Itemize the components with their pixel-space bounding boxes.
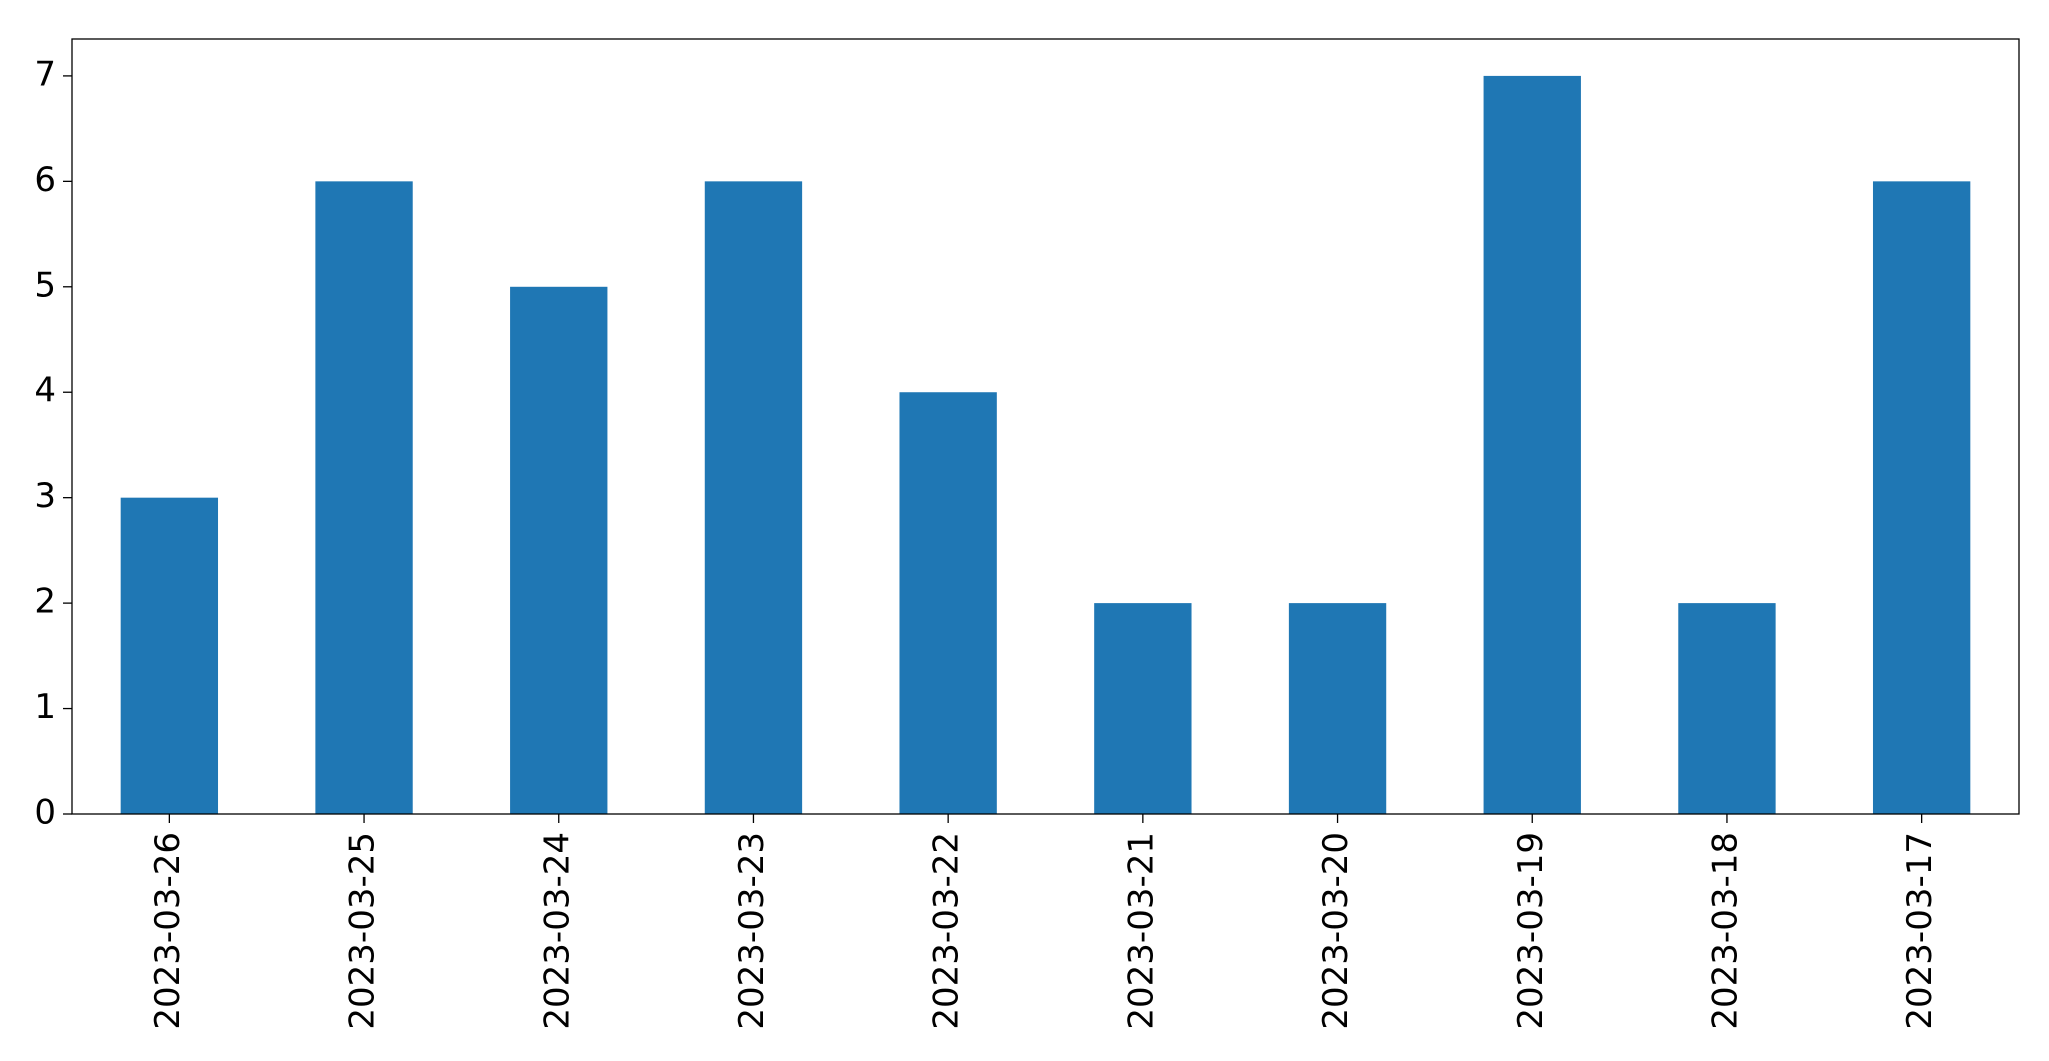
x-tick-label: 2023-03-25 — [343, 832, 383, 1030]
y-tick-label: 4 — [34, 371, 56, 411]
x-tick-label: 2023-03-18 — [1705, 832, 1745, 1030]
plot-frame — [71, 38, 2020, 815]
x-tick-label: 2023-03-20 — [1316, 832, 1356, 1030]
y-tick-label: 7 — [34, 54, 56, 94]
bar — [1483, 75, 1581, 814]
x-tick-label: 2023-03-22 — [927, 832, 967, 1030]
bar — [1094, 603, 1192, 814]
bar — [899, 392, 997, 814]
x-tick-label: 2023-03-21 — [1121, 832, 1161, 1030]
y-tick-label: 6 — [34, 160, 56, 200]
x-tick-label: 2023-03-26 — [148, 832, 188, 1030]
y-tick-label: 5 — [34, 265, 56, 305]
y-tick-label: 2 — [34, 582, 56, 622]
y-tick-label: 0 — [34, 793, 56, 833]
bar — [510, 286, 608, 814]
x-tick-label: 2023-03-19 — [1511, 832, 1551, 1030]
y-tick-label: 3 — [34, 476, 56, 516]
y-tick-label: 1 — [34, 687, 56, 727]
x-tick-label: 2023-03-23 — [732, 832, 772, 1030]
bar — [1678, 603, 1776, 814]
x-tick-label: 2023-03-24 — [537, 832, 577, 1030]
bar — [120, 497, 219, 814]
bar — [315, 181, 413, 815]
bar — [1288, 603, 1387, 814]
x-tick-label: 2023-03-17 — [1900, 832, 1940, 1030]
bar — [1872, 181, 1971, 815]
bar — [704, 181, 803, 815]
